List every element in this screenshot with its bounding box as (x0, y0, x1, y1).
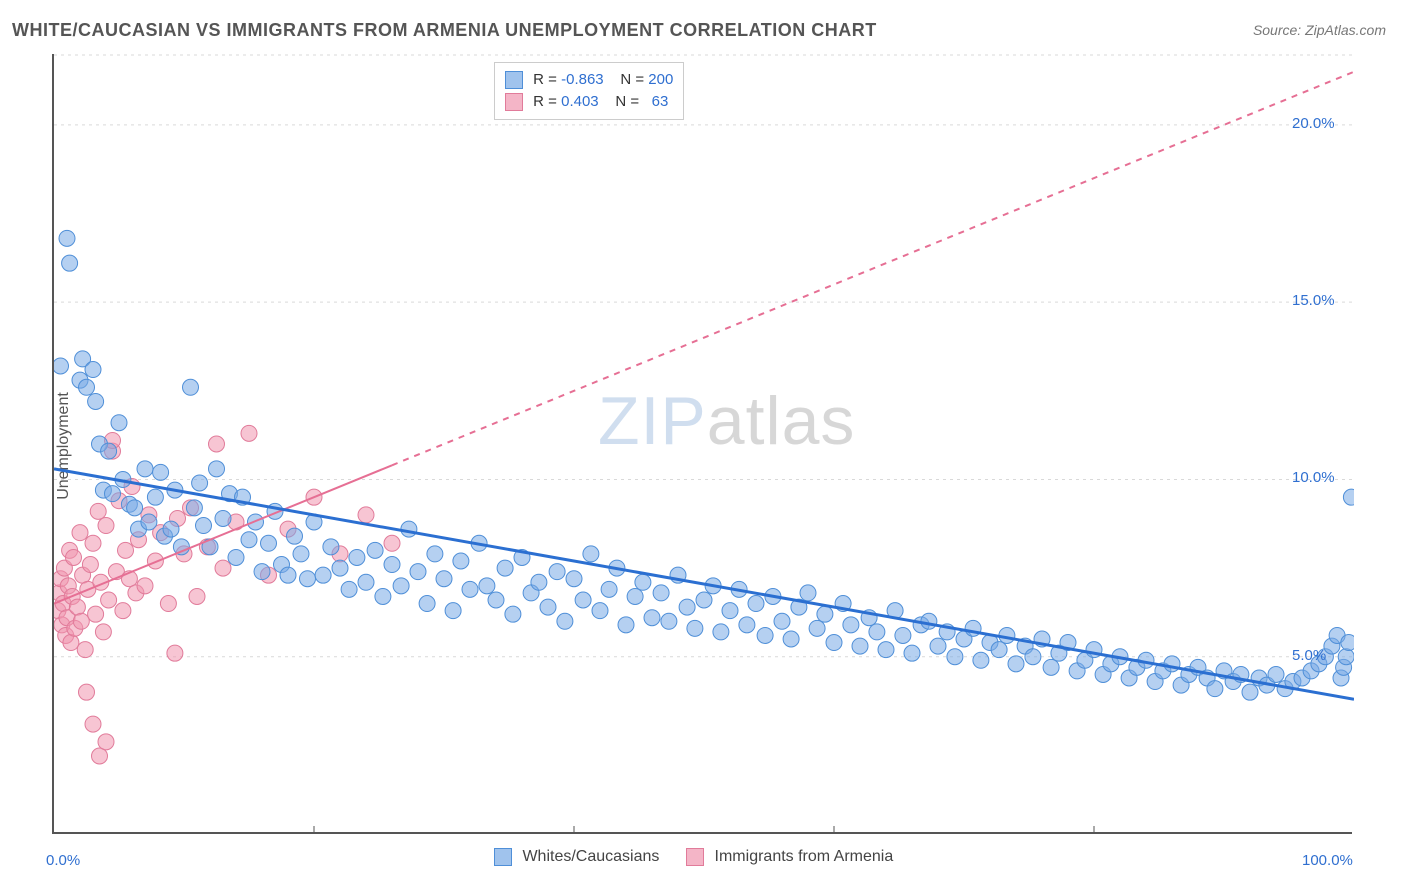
pink-swatch-icon (505, 93, 523, 111)
y-tick-label: 10.0% (1292, 469, 1335, 486)
r-prefix: R = (533, 71, 557, 88)
blue-r-value: -0.863 (561, 71, 604, 88)
series-legend: Whites/Caucasians Immigrants from Armeni… (494, 848, 893, 866)
pink-r-value: 0.403 (561, 93, 599, 110)
r-prefix: R = (533, 93, 557, 110)
pink-swatch-icon (686, 848, 704, 866)
chart-container: WHITE/CAUCASIAN VS IMMIGRANTS FROM ARMEN… (0, 0, 1406, 892)
pink-n-value: 63 (652, 93, 669, 110)
source-attribution: Source: ZipAtlas.com (1253, 22, 1386, 38)
x-tick-label: 0.0% (46, 852, 80, 869)
correlation-row-pink: R = 0.403 N = 63 (505, 91, 673, 113)
correlation-legend: R = -0.863 N = 200 R = 0.403 N = 63 (494, 62, 684, 120)
plot-svg (54, 54, 1354, 834)
blue-swatch-icon (494, 848, 512, 866)
n-prefix: N = (615, 93, 639, 110)
y-tick-label: 20.0% (1292, 115, 1335, 132)
plot-area (52, 54, 1352, 834)
blue-series-label: Whites/Caucasians (522, 848, 659, 865)
n-prefix: N = (620, 71, 644, 88)
blue-swatch-icon (505, 71, 523, 89)
pink-series-label: Immigrants from Armenia (715, 848, 894, 865)
y-tick-label: 5.0% (1292, 647, 1326, 664)
chart-title: WHITE/CAUCASIAN VS IMMIGRANTS FROM ARMEN… (12, 20, 877, 41)
y-tick-label: 15.0% (1292, 292, 1335, 309)
blue-n-value: 200 (648, 71, 673, 88)
x-tick-label: 100.0% (1302, 852, 1353, 869)
correlation-row-blue: R = -0.863 N = 200 (505, 69, 673, 91)
